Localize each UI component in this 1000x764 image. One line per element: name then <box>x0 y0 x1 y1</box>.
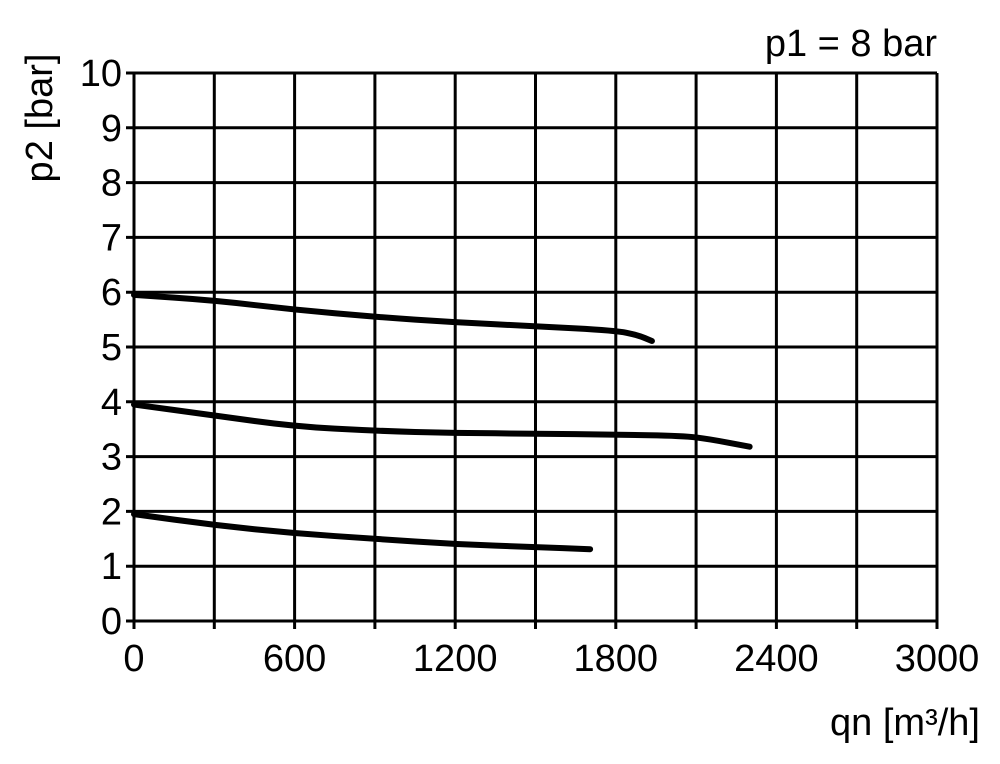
series-group <box>131 291 753 553</box>
tick-labels: 0 600 1200 1800 2400 3000 0 1 2 3 4 5 6 7 8 9 10 <box>80 53 980 680</box>
x-tick-label: 2400 <box>734 638 819 680</box>
y-tick-label: 7 <box>101 217 122 259</box>
y-tick-label: 1 <box>101 546 122 588</box>
x-axis-label: qn [m³/h] <box>830 702 980 744</box>
x-tick-label: 3000 <box>895 638 980 680</box>
series-line-1 <box>131 291 655 344</box>
y-tick-label: 0 <box>101 601 122 643</box>
y-tick-label: 9 <box>101 108 122 150</box>
y-axis-label: p2 [bar] <box>19 54 61 183</box>
y-tick-label: 4 <box>101 382 122 424</box>
grid <box>126 71 939 629</box>
x-tick-label: 1800 <box>574 638 659 680</box>
x-tick-label: 0 <box>123 638 144 680</box>
x-tick-label: 1200 <box>413 638 498 680</box>
y-tick-label: 2 <box>101 491 122 533</box>
y-tick-label: 6 <box>101 272 122 314</box>
y-tick-label: 5 <box>101 327 122 369</box>
chart-title: p1 = 8 bar <box>765 23 938 65</box>
series-line-3 <box>131 511 594 553</box>
y-tick-label: 10 <box>80 53 122 95</box>
y-tick-label: 8 <box>101 163 122 205</box>
x-tick-label: 600 <box>263 638 326 680</box>
y-tick-label: 3 <box>101 437 122 479</box>
series-line-2 <box>131 401 753 450</box>
